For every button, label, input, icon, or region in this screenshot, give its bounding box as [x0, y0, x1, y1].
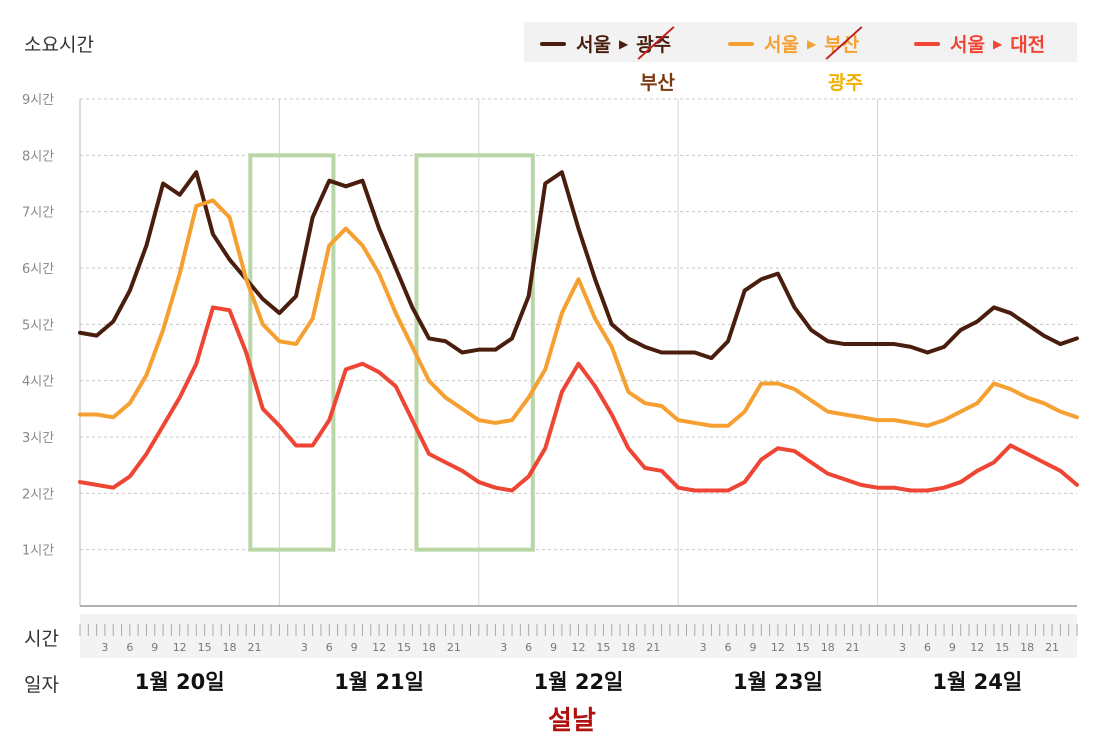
y-tick-label: 9시간: [22, 93, 54, 108]
hour-tick-label: 15: [596, 641, 610, 654]
hour-tick-label: 3: [500, 641, 507, 654]
hour-tick-label: 6: [725, 641, 732, 654]
hour-tick-label: 3: [700, 641, 707, 654]
hour-tick-label: 15: [796, 641, 810, 654]
y-tick-label: 5시간: [22, 318, 54, 333]
legend-swatch: [728, 41, 754, 46]
date-row-label: 일자: [24, 674, 59, 696]
y-tick-label: 3시간: [22, 431, 54, 446]
hour-tick-label: 12: [970, 641, 984, 654]
hour-tick-label: 12: [173, 641, 187, 654]
y-tick-label: 1시간: [22, 544, 54, 559]
date-label: 1월 20일: [134, 670, 225, 694]
hour-tick-label: 15: [397, 641, 411, 654]
hour-tick-label: 6: [126, 641, 133, 654]
legend-item: 서울 ▶ 광주: [540, 26, 675, 60]
hour-tick-label: 21: [646, 641, 660, 654]
hour-tick-label: 18: [821, 641, 835, 654]
hour-tick-label: 18: [422, 641, 436, 654]
legend: [524, 22, 1077, 62]
strikethrough-mark: [637, 26, 675, 60]
y-axis-title: 소요시간: [24, 34, 94, 56]
date-label: 1월 22일: [533, 670, 624, 694]
hour-tick-label: 9: [949, 641, 956, 654]
hour-tick-label: 9: [351, 641, 358, 654]
legend-destination: 대전: [1010, 34, 1046, 56]
y-tick-label: 8시간: [22, 149, 54, 164]
series-lines: [78, 170, 1079, 493]
time-row-label: 시간: [24, 628, 59, 650]
hour-tick-label: 21: [846, 641, 860, 654]
hour-tick-label: 18: [621, 641, 635, 654]
date-label: 1월 24일: [932, 670, 1023, 694]
legend-item: 서울 ▶ 부산: [728, 26, 863, 60]
legend-origin: 서울: [764, 34, 799, 56]
highlight-boxes: [248, 153, 535, 552]
legend-correction: 부산: [640, 72, 675, 94]
hour-tick-label: 3: [101, 641, 108, 654]
y-tick-label: 7시간: [22, 206, 54, 221]
legend-item: 서울 ▶ 대전: [914, 30, 1045, 57]
legend-origin: 서울: [576, 34, 611, 56]
arrow-icon: ▶: [992, 36, 1003, 51]
hour-tick-label: 9: [749, 641, 756, 654]
date-label: 1월 23일: [732, 670, 823, 694]
hour-tick-label: 18: [223, 641, 237, 654]
holiday-label: 설날: [548, 706, 596, 736]
series-line: [78, 305, 1079, 493]
strikethrough-mark: [825, 26, 863, 60]
x-axis: 3 6 9 12 15 18 21 3 6 9 12 15 18 21 3 6 9 12 15 18 21 3 6 9 12 15…: [79, 614, 1078, 658]
arrow-icon: ▶: [806, 36, 817, 51]
hour-tick-label: 12: [372, 641, 386, 654]
hour-tick-label: 18: [1020, 641, 1034, 654]
highlight-box: [248, 153, 336, 552]
legend-correction: 광주: [828, 72, 863, 94]
y-tick-label: 2시간: [22, 487, 54, 502]
hour-tick-label: 9: [550, 641, 557, 654]
hour-tick-label: 15: [198, 641, 212, 654]
series-line: [78, 198, 1079, 428]
legend-swatch: [540, 41, 566, 46]
hour-tick-label: 3: [301, 641, 308, 654]
highlight-box: [414, 153, 535, 552]
hour-tick-label: 21: [247, 641, 261, 654]
hour-tick-label: 12: [771, 641, 785, 654]
hour-tick-label: 12: [572, 641, 586, 654]
hour-tick-label: 6: [326, 641, 333, 654]
hour-tick-label: 21: [1045, 641, 1059, 654]
hour-tick-label: 15: [995, 641, 1009, 654]
hour-tick-label: 6: [525, 641, 532, 654]
y-tick-label: 6시간: [22, 262, 54, 277]
y-tick-label: 4시간: [22, 375, 54, 390]
hour-tick-label: 3: [899, 641, 906, 654]
hour-tick-label: 6: [924, 641, 931, 654]
legend-destination: 부산: [824, 26, 863, 60]
legend-origin: 서울: [950, 34, 985, 56]
date-label: 1월 21일: [334, 670, 424, 694]
arrow-icon: ▶: [618, 36, 629, 51]
legend-destination: 광주: [636, 26, 675, 60]
hour-tick-label: 9: [151, 641, 158, 654]
series-line: [78, 170, 1079, 361]
grid: 1시간 2시간 3시간 4시간 5시간 6시간 7시간 8시간 9시간: [22, 93, 1077, 607]
hour-tick-label: 21: [447, 641, 461, 654]
legend-swatch: [914, 41, 940, 46]
